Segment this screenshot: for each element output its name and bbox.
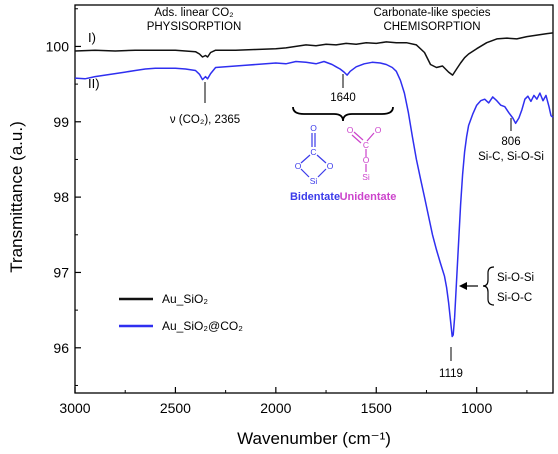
peak-1640-label: 1640 bbox=[330, 92, 356, 104]
x-tick-label: 3000 bbox=[59, 400, 90, 416]
y-tick-label: 98 bbox=[53, 189, 69, 205]
unidentate-atom-c: C bbox=[363, 140, 369, 150]
chemisorption-line1: Carbonate-like species bbox=[374, 7, 491, 19]
legend: Au_SiO₂ Au_SiO₂@CO₂ bbox=[119, 292, 243, 333]
series-line-1 bbox=[74, 32, 554, 76]
band-arrow-head bbox=[459, 282, 467, 290]
x-axis-title: Wavenumber (cm⁻¹) bbox=[237, 429, 391, 448]
y-tick-label: 96 bbox=[53, 340, 69, 356]
curve-label-2: II) bbox=[88, 76, 100, 91]
bidentate-atom-si: Si bbox=[310, 176, 318, 186]
unidentate-atoms: O O C O Si bbox=[347, 125, 382, 182]
legend-label-au-sio2-co2: Au_SiO₂@CO₂ bbox=[162, 319, 243, 333]
bidentate-atom-o-top: O bbox=[310, 123, 317, 133]
peak-806-label: 806 bbox=[501, 136, 520, 148]
bidentate-atoms: O C O O Si bbox=[295, 123, 334, 186]
bidentate-label: Bidentate bbox=[290, 191, 340, 203]
spectra bbox=[74, 32, 554, 338]
unidentate-atom-o-mid: O bbox=[363, 155, 370, 165]
y-axis-title: Transmittance (a.u.) bbox=[7, 121, 26, 272]
y-tick-label: 97 bbox=[53, 264, 69, 280]
band-label-si-o-c: Si-O-C bbox=[497, 292, 532, 304]
physisorption-line2: PHYSISORPTION bbox=[147, 21, 242, 33]
unidentate-atom-si: Si bbox=[362, 172, 370, 182]
band-label-si-o-si: Si-O-Si bbox=[497, 272, 534, 284]
peak-1119-label: 1119 bbox=[439, 368, 463, 380]
x-tick-label: 1000 bbox=[461, 400, 492, 416]
axis-ticks bbox=[74, 8, 528, 393]
bidentate-structure-icon bbox=[300, 133, 327, 178]
peak-2365-label: ν (CO₂), 2365 bbox=[170, 114, 240, 126]
band-brace bbox=[482, 266, 495, 306]
bidentate-atom-c: C bbox=[310, 147, 316, 157]
unidentate-label: Unidentate bbox=[340, 191, 397, 203]
curve-label-1: I) bbox=[88, 30, 96, 45]
legend-label-au-sio2: Au_SiO₂ bbox=[162, 292, 208, 306]
peak-806-assignment: Si-C, Si-O-Si bbox=[478, 151, 544, 163]
unidentate-atom-o-right: O bbox=[375, 125, 382, 135]
series-line-2 bbox=[74, 60, 554, 338]
x-tick-label: 2000 bbox=[260, 400, 291, 416]
y-tick-label: 99 bbox=[53, 114, 69, 130]
unidentate-structure-icon bbox=[351, 131, 375, 172]
x-tick-label: 1500 bbox=[361, 400, 392, 416]
x-tick-label: 2500 bbox=[160, 400, 191, 416]
bidentate-atom-o-right: O bbox=[327, 161, 334, 171]
plot-frame bbox=[74, 4, 554, 394]
bidentate-atom-o-left: O bbox=[295, 161, 302, 171]
axis-tick-labels: 3000 2500 2000 1500 1000 96 97 98 99 100 bbox=[46, 38, 493, 416]
unidentate-atom-o-left: O bbox=[347, 125, 354, 135]
y-tick-label: 100 bbox=[46, 38, 70, 54]
chemisorption-line2: CHEMISORPTION bbox=[383, 21, 480, 33]
physisorption-line1: Ads. linear CO₂ bbox=[154, 7, 233, 19]
peak-1640-brace bbox=[292, 106, 394, 122]
